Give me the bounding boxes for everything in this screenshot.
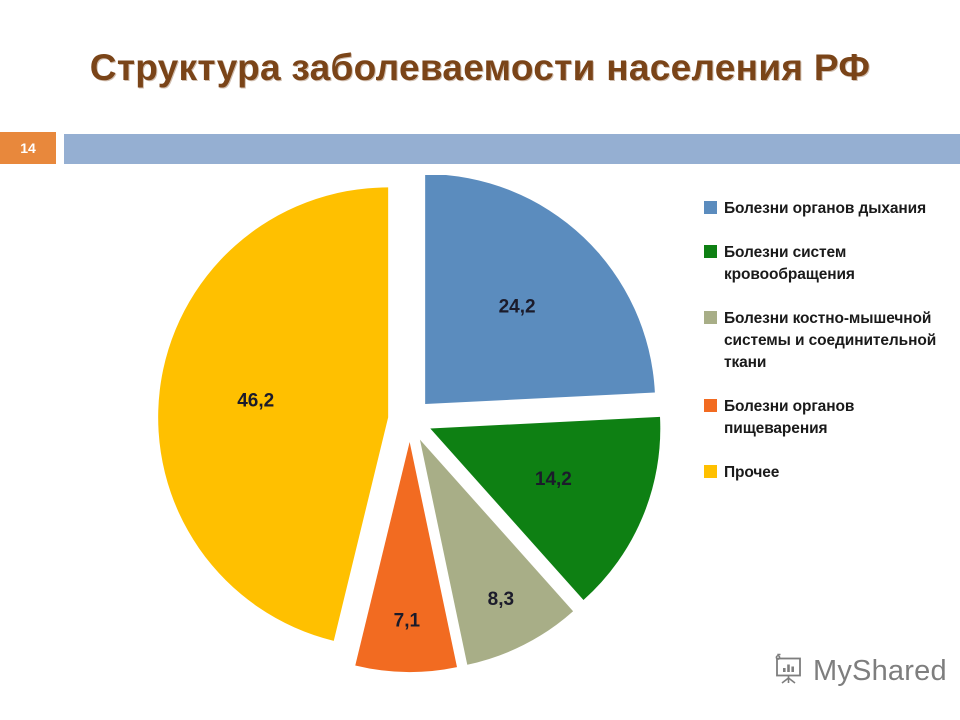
legend-item-label: Болезни органов дыхания (724, 200, 927, 217)
pie-slice-label: 14,2 (535, 469, 572, 490)
legend-item-label: Прочее (724, 464, 780, 481)
presentation-board-icon (772, 652, 806, 691)
legend-item-label: Болезни систем кровообращения (724, 244, 855, 283)
legend-swatch-icon (704, 399, 717, 412)
pie-label-group: 24,2 14,2 8,3 7,1 46,2 (237, 296, 572, 631)
pie-slice-label: 8,3 (488, 589, 514, 610)
pie-slice-label: 24,2 (499, 296, 536, 317)
page-number-badge: 14 (0, 132, 56, 164)
legend-item[interactable]: Болезни систем кровообращения (704, 242, 954, 286)
legend-swatch-icon (704, 201, 717, 214)
pie-slice-group (158, 175, 661, 672)
watermark-label: MyShared (813, 655, 947, 687)
pie-slice-label: 46,2 (237, 391, 274, 412)
pie-slice[interactable] (158, 187, 389, 641)
legend-item-label: Болезни костно-мышечной системы и соедин… (724, 310, 937, 371)
pie-chart-svg: 24,2 14,2 8,3 7,1 46,2 (158, 175, 661, 672)
legend-swatch-icon (704, 311, 717, 324)
myshared-watermark: MyShared (772, 652, 947, 691)
pie-slice[interactable] (430, 416, 661, 601)
pie-chart: 24,2 14,2 8,3 7,1 46,2 (110, 175, 690, 685)
legend-item[interactable]: Болезни органов пищеварения (704, 396, 954, 440)
legend-item-label: Болезни органов пищеварения (724, 398, 855, 437)
page-title: Структура заболеваемости населения РФ (89, 47, 871, 88)
legend-swatch-icon (704, 245, 717, 258)
pie-slice[interactable] (419, 439, 574, 665)
legend-item[interactable]: Прочее (704, 462, 954, 484)
pie-slice[interactable] (425, 175, 655, 405)
pie-slice-label: 7,1 (394, 610, 421, 631)
legend-item[interactable]: Болезни костно-мышечной системы и соедин… (704, 308, 954, 374)
pie-slice[interactable] (355, 441, 458, 672)
header-accent-bar (64, 134, 960, 164)
legend-swatch-icon (704, 465, 717, 478)
chart-legend: Болезни органов дыхания Болезни систем к… (704, 198, 954, 506)
legend-item[interactable]: Болезни органов дыхания (704, 198, 954, 220)
